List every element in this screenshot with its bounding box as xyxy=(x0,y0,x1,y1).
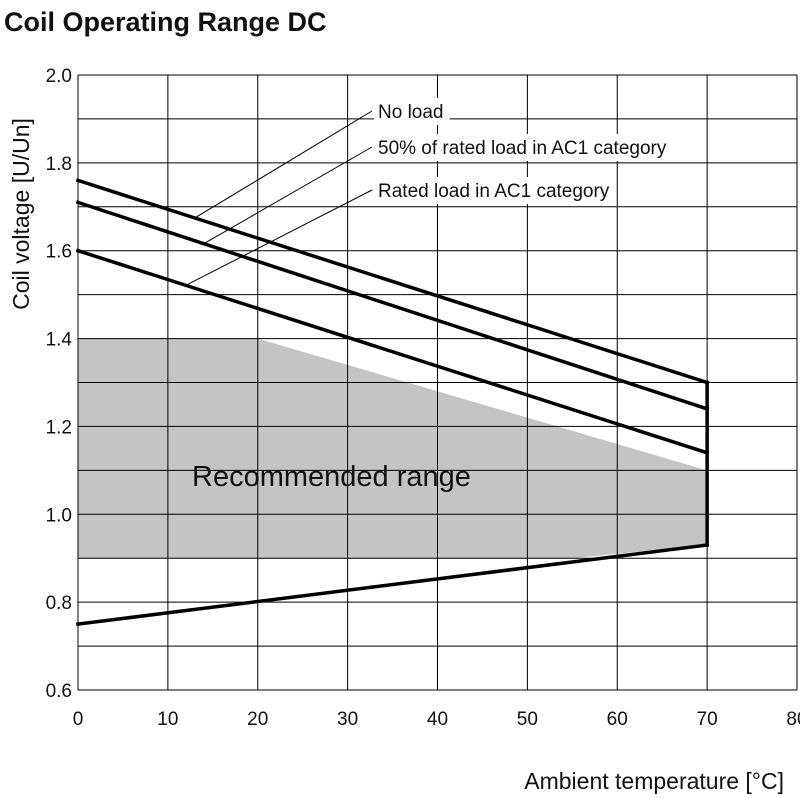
y-axis-label: Coil voltage [U/Un] xyxy=(8,118,34,310)
chart-title: Coil Operating Range DC xyxy=(4,7,327,37)
x-tick-label: 80 xyxy=(786,709,800,730)
x-tick-label: 0 xyxy=(73,709,84,730)
y-tick-label: 1.6 xyxy=(46,242,72,263)
x-tick-label: 60 xyxy=(607,709,628,730)
x-tick-label: 50 xyxy=(517,709,538,730)
series-line-3 xyxy=(75,248,710,455)
x-tick-label: 10 xyxy=(157,709,178,730)
series-label-background xyxy=(374,98,450,125)
grid-layer xyxy=(77,74,798,691)
series-label: Rated load in AC1 category xyxy=(378,181,610,202)
series-label-background xyxy=(374,177,616,204)
leader-line xyxy=(185,189,373,286)
series-layer xyxy=(75,178,710,627)
y-tick-label: 1.0 xyxy=(46,505,72,526)
x-tick-label: 40 xyxy=(427,709,448,730)
y-tick-label: 1.2 xyxy=(46,417,72,438)
recommended-range-layer xyxy=(78,338,708,559)
leader-line xyxy=(194,110,373,219)
x-tick-label: 20 xyxy=(247,709,268,730)
y-tick-label: 0.8 xyxy=(46,593,72,614)
y-tick-label: 1.4 xyxy=(46,330,73,351)
leader-line xyxy=(203,146,373,245)
series-label: 50% of rated load in AC1 category xyxy=(378,138,667,159)
recommended-range-area xyxy=(78,338,708,559)
recommended-range-label: Recommended range xyxy=(192,461,471,493)
series-label: No load xyxy=(378,102,444,123)
series-line-4 xyxy=(76,543,710,627)
series-label-background xyxy=(374,134,673,161)
leader-lines xyxy=(185,110,373,286)
series-labels: No load 50% of rated load in AC1 category… xyxy=(374,98,673,204)
x-tick-label: 70 xyxy=(697,709,718,730)
x-tick-label: 30 xyxy=(337,709,358,730)
y-tick-label: 2.0 xyxy=(46,66,72,87)
y-tick-label: 0.6 xyxy=(46,681,72,702)
series-line-2 xyxy=(75,200,710,412)
y-tick-label: 1.8 xyxy=(46,154,72,175)
x-axis-label: Ambient temperature [°C] xyxy=(524,768,784,794)
tick-labels: 0 10 20 30 40 50 60 70 80 0.6 0.8 1.0 1.2 1.4 1.6 1.8 2.… xyxy=(46,66,800,730)
series-line-1 xyxy=(75,178,710,385)
